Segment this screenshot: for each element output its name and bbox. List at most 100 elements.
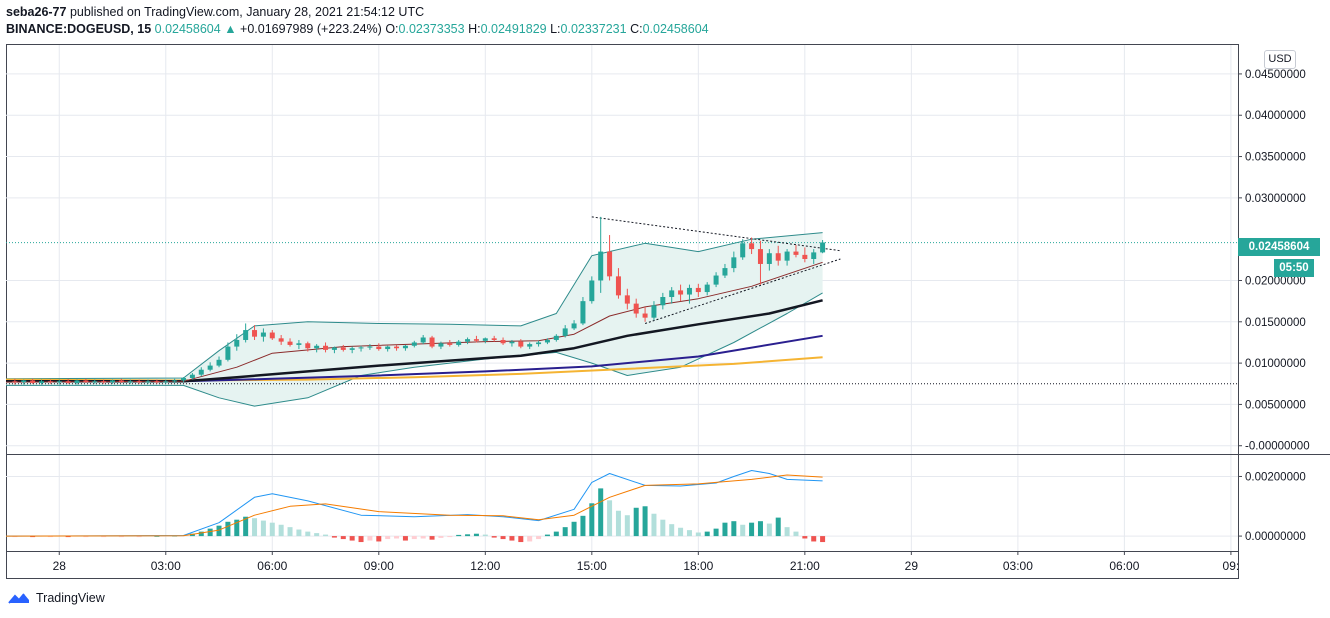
macd-histogram-bar xyxy=(278,524,284,537)
up-arrow-icon: ▲ xyxy=(224,22,237,36)
change-value: +0.01697989 (+223.24%) xyxy=(240,22,382,36)
time-tick-label: 06:00 xyxy=(1109,559,1139,573)
tradingview-logo[interactable]: TradingView xyxy=(7,591,105,605)
candle-body xyxy=(456,341,462,345)
candle-body xyxy=(30,380,36,383)
macd-histogram-bar xyxy=(598,488,604,537)
macd-histogram-bar xyxy=(429,536,435,540)
macd-histogram-bar xyxy=(695,532,701,537)
candle-body xyxy=(660,297,666,306)
candle-body xyxy=(65,381,71,383)
macd-histogram-bar xyxy=(660,519,666,537)
macd-tick-label: 0.00000000 xyxy=(1245,531,1306,543)
macd-histogram-bar xyxy=(491,536,497,538)
candle-body xyxy=(633,303,639,314)
candle-body xyxy=(252,330,258,337)
candle-body xyxy=(615,276,621,296)
macd-histogram-bar xyxy=(234,519,240,537)
macd-histogram-bar xyxy=(722,522,728,537)
trendlines[interactable] xyxy=(6,216,1238,385)
candle-body xyxy=(56,381,62,383)
macd-histogram-bar xyxy=(30,536,36,538)
macd-histogram-bar xyxy=(589,503,595,537)
macd-histogram-bar xyxy=(757,521,763,537)
low-value: 0.02337231 xyxy=(560,22,627,36)
time-tick-label: 12:00 xyxy=(470,559,500,573)
ma-mid xyxy=(6,299,823,383)
price-axis[interactable]: 0.04500000 0.04000000 0.03500000 0.03000000… xyxy=(1238,69,1310,453)
candle-body xyxy=(411,342,417,346)
price-tick-label: 0.03000000 xyxy=(1245,193,1306,205)
macd-histogram-bar xyxy=(633,507,639,537)
candle-body xyxy=(678,290,684,295)
macd-histogram-bar xyxy=(411,536,417,540)
candle-body xyxy=(811,252,817,260)
publisher-name[interactable]: seba26-77 xyxy=(6,5,67,19)
macd-histogram-bar xyxy=(385,536,391,540)
time-axis[interactable]: 28 03:00 06:00 09:00 12:00 15:00 18:00 21:00 29 0… xyxy=(53,551,1240,573)
macd-histogram-bar xyxy=(83,536,89,538)
symbol-legend: BINANCE:DOGEUSD, 15 0.02458604 ▲ +0.0169… xyxy=(6,22,709,36)
macd-histogram-bar xyxy=(358,536,364,543)
macd-histogram-bar xyxy=(766,523,772,537)
macd-histogram-bar xyxy=(394,536,400,539)
candle-body xyxy=(358,347,364,349)
macd-histogram-bar xyxy=(420,536,426,539)
macd-histogram-bar xyxy=(793,531,799,537)
macd-histogram-bar xyxy=(802,536,808,539)
candles xyxy=(12,216,826,385)
symbol-name[interactable]: BINANCE:DOGEUSD, 15 xyxy=(6,22,152,36)
macd-axis[interactable]: 0.00200000 0.00000000 xyxy=(1238,471,1306,543)
candle-body xyxy=(465,339,471,342)
candle-body xyxy=(820,242,826,253)
time-tick-label: 21:00 xyxy=(790,559,820,573)
candle-body xyxy=(314,345,320,349)
macd-histogram-bar xyxy=(323,534,329,537)
candle-body xyxy=(21,380,27,383)
macd-indicator xyxy=(5,470,826,543)
candle-body xyxy=(447,343,453,345)
candle-body xyxy=(695,287,701,293)
candle-body xyxy=(766,253,772,264)
macd-histogram-bar xyxy=(518,536,524,543)
candle-body xyxy=(385,346,391,350)
time-tick-label: 09:00 xyxy=(364,559,394,573)
candle-body xyxy=(12,381,18,383)
branding-text: TradingView xyxy=(36,591,105,605)
candle-body xyxy=(331,347,337,350)
high-value: 0.02491829 xyxy=(480,22,547,36)
candle-body xyxy=(101,381,107,383)
candle-body xyxy=(518,341,524,347)
time-tick-label: 15:00 xyxy=(577,559,607,573)
macd-histogram-bar xyxy=(269,522,275,537)
candle-body xyxy=(482,338,488,341)
macd-histogram-bar xyxy=(536,536,542,540)
macd-histogram-bar xyxy=(740,524,746,537)
candle-body xyxy=(110,380,116,383)
close-label: C: xyxy=(630,22,643,36)
macd-histogram-bar xyxy=(615,510,621,537)
macd-line xyxy=(5,470,823,537)
time-tick-label: 09: xyxy=(1223,559,1240,573)
candle-body xyxy=(181,377,187,381)
candle-body xyxy=(234,339,240,347)
macd-histogram-bar xyxy=(136,536,142,538)
last-price: 0.02458604 xyxy=(154,22,221,36)
macd-histogram-bar xyxy=(402,536,408,541)
candle-body xyxy=(793,251,799,255)
candle-body xyxy=(562,328,568,336)
macd-histogram-bar xyxy=(775,517,781,537)
candle-body xyxy=(686,287,692,295)
price-tick-label: 0.00500000 xyxy=(1245,399,1306,411)
macd-histogram-bar xyxy=(260,520,266,537)
candle-body xyxy=(260,332,266,337)
candle-body xyxy=(92,381,98,383)
candle-body xyxy=(775,253,781,261)
candle-body xyxy=(544,339,550,343)
candle-body xyxy=(145,381,151,383)
candle-body xyxy=(589,280,595,302)
candle-body xyxy=(394,346,400,349)
currency-button[interactable]: USD xyxy=(1264,50,1296,69)
time-tick-label: 03:00 xyxy=(1003,559,1033,573)
